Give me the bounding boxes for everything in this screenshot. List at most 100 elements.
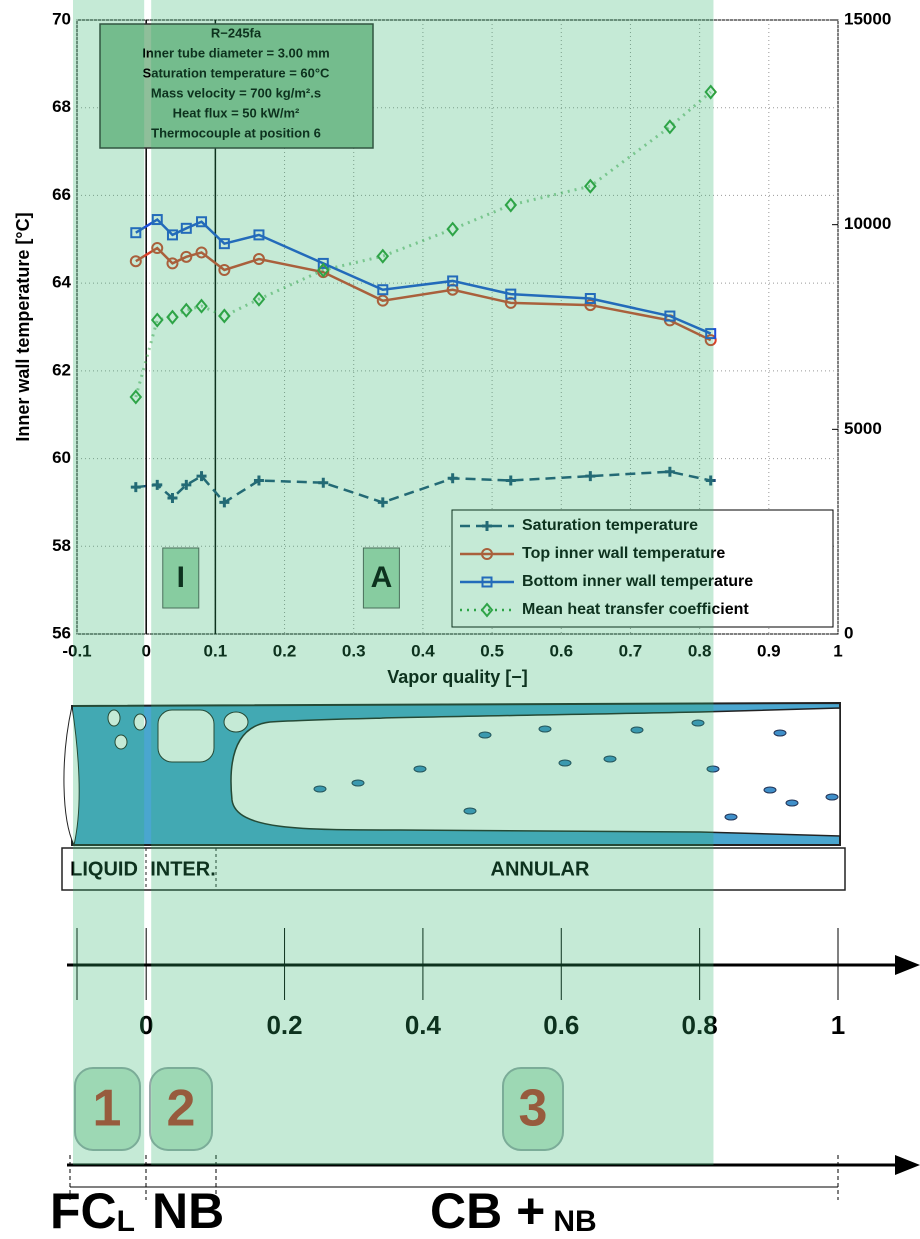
marker	[151, 214, 163, 226]
y2-tick-label: 5000	[844, 419, 882, 438]
droplet	[825, 793, 839, 801]
mechanism-sub: NB	[553, 1205, 596, 1238]
mechanism-main: FC	[50, 1183, 117, 1239]
marker	[664, 466, 675, 477]
x-tick-label: 1	[833, 641, 842, 660]
mechanism-main: CB +	[430, 1183, 545, 1239]
regime-box	[162, 547, 200, 609]
annotation-line: Saturation temperature = 60°C	[143, 65, 331, 80]
y-tick-label: 58	[52, 536, 71, 555]
legend-marker	[481, 576, 493, 588]
legend-marker	[480, 602, 494, 618]
marker	[505, 288, 517, 300]
marker	[584, 292, 596, 304]
regime-box	[362, 547, 400, 609]
droplet	[538, 725, 552, 733]
marker	[129, 389, 143, 405]
marker	[180, 222, 192, 234]
marker	[167, 493, 178, 504]
marker	[252, 253, 265, 266]
marker	[180, 250, 193, 263]
marker	[663, 119, 677, 135]
marker	[166, 257, 179, 270]
zone-badge	[502, 1067, 564, 1151]
zone-badge	[74, 1067, 141, 1151]
marker	[180, 302, 193, 318]
marker	[253, 475, 264, 486]
bubble	[107, 709, 121, 727]
y-axis-label: Inner wall temperature [°C]	[13, 212, 33, 441]
annotation-box	[99, 23, 374, 149]
annotation-line: Inner tube diameter = 3.00 mm	[142, 45, 329, 60]
y-tick-label: 64	[52, 273, 71, 292]
droplet	[463, 807, 477, 815]
marker	[704, 84, 718, 100]
marker	[129, 255, 142, 268]
marker	[218, 308, 231, 324]
y-tick-label: 60	[52, 448, 71, 467]
x-tick-label: 0.7	[619, 641, 643, 660]
marker	[704, 334, 717, 347]
marker	[316, 262, 330, 278]
marker	[151, 242, 164, 255]
marker	[166, 229, 178, 241]
droplet	[630, 726, 644, 734]
droplet	[413, 765, 427, 773]
legend-label: Mean heat transfer coefficient	[522, 601, 749, 618]
mechanism-label: FCL	[50, 1183, 135, 1239]
vapor-core	[230, 707, 841, 837]
mechanism-main: NB	[152, 1183, 224, 1239]
x-tick-label: 0.6	[549, 641, 573, 660]
legend-label: Top inner wall temperature	[522, 545, 725, 562]
droplet	[773, 729, 787, 737]
marker	[195, 298, 208, 314]
legend-label: Bottom inner wall temperature	[522, 573, 753, 590]
marker	[166, 309, 179, 325]
x-axis-label: Vapor quality [−]	[387, 667, 528, 687]
legend-marker	[481, 548, 493, 560]
zone-number: 1	[93, 1080, 122, 1138]
marker	[504, 197, 518, 213]
quality-tick-label: 0.8	[682, 1010, 718, 1040]
marker	[196, 471, 207, 482]
y-tick-label: 68	[52, 97, 71, 116]
x-tick-label: 0.8	[688, 641, 712, 660]
bubble	[114, 734, 128, 750]
annotation-line: Heat flux = 50 kW/m²	[173, 105, 300, 120]
marker	[585, 471, 596, 482]
x-tick-label: 0.3	[342, 641, 366, 660]
bubble	[133, 713, 147, 731]
flow-pattern-label: ANNULAR	[491, 858, 590, 880]
zone-number: 3	[519, 1080, 548, 1138]
legend-marker	[482, 521, 492, 531]
marker	[253, 229, 265, 241]
series-line	[135, 217, 712, 335]
y2-tick-label: 15000	[844, 9, 891, 28]
droplet	[351, 779, 365, 787]
marker	[218, 263, 231, 276]
y-tick-label: 62	[52, 360, 71, 379]
marker	[377, 497, 388, 508]
mechanism-label: NB	[152, 1183, 224, 1239]
marker	[584, 178, 597, 194]
droplet	[706, 765, 720, 773]
x-tick-label: 0.2	[273, 641, 297, 660]
slug-bubble	[157, 709, 215, 763]
marker	[377, 284, 389, 296]
x-tick-label: 0.9	[757, 641, 781, 660]
x-tick-label: 0.4	[411, 641, 435, 660]
marker	[219, 497, 230, 508]
marker	[446, 221, 459, 237]
marker	[376, 248, 390, 264]
legend-label: Saturation temperature	[522, 517, 698, 534]
marker	[505, 475, 516, 486]
droplet	[558, 759, 572, 767]
droplet	[763, 786, 777, 794]
quality-tick-label: 0	[139, 1010, 153, 1040]
y2-tick-label: 10000	[844, 214, 891, 233]
marker	[252, 291, 266, 307]
pattern-bar	[61, 847, 846, 891]
arrow-head	[895, 955, 920, 975]
marker	[130, 227, 142, 239]
